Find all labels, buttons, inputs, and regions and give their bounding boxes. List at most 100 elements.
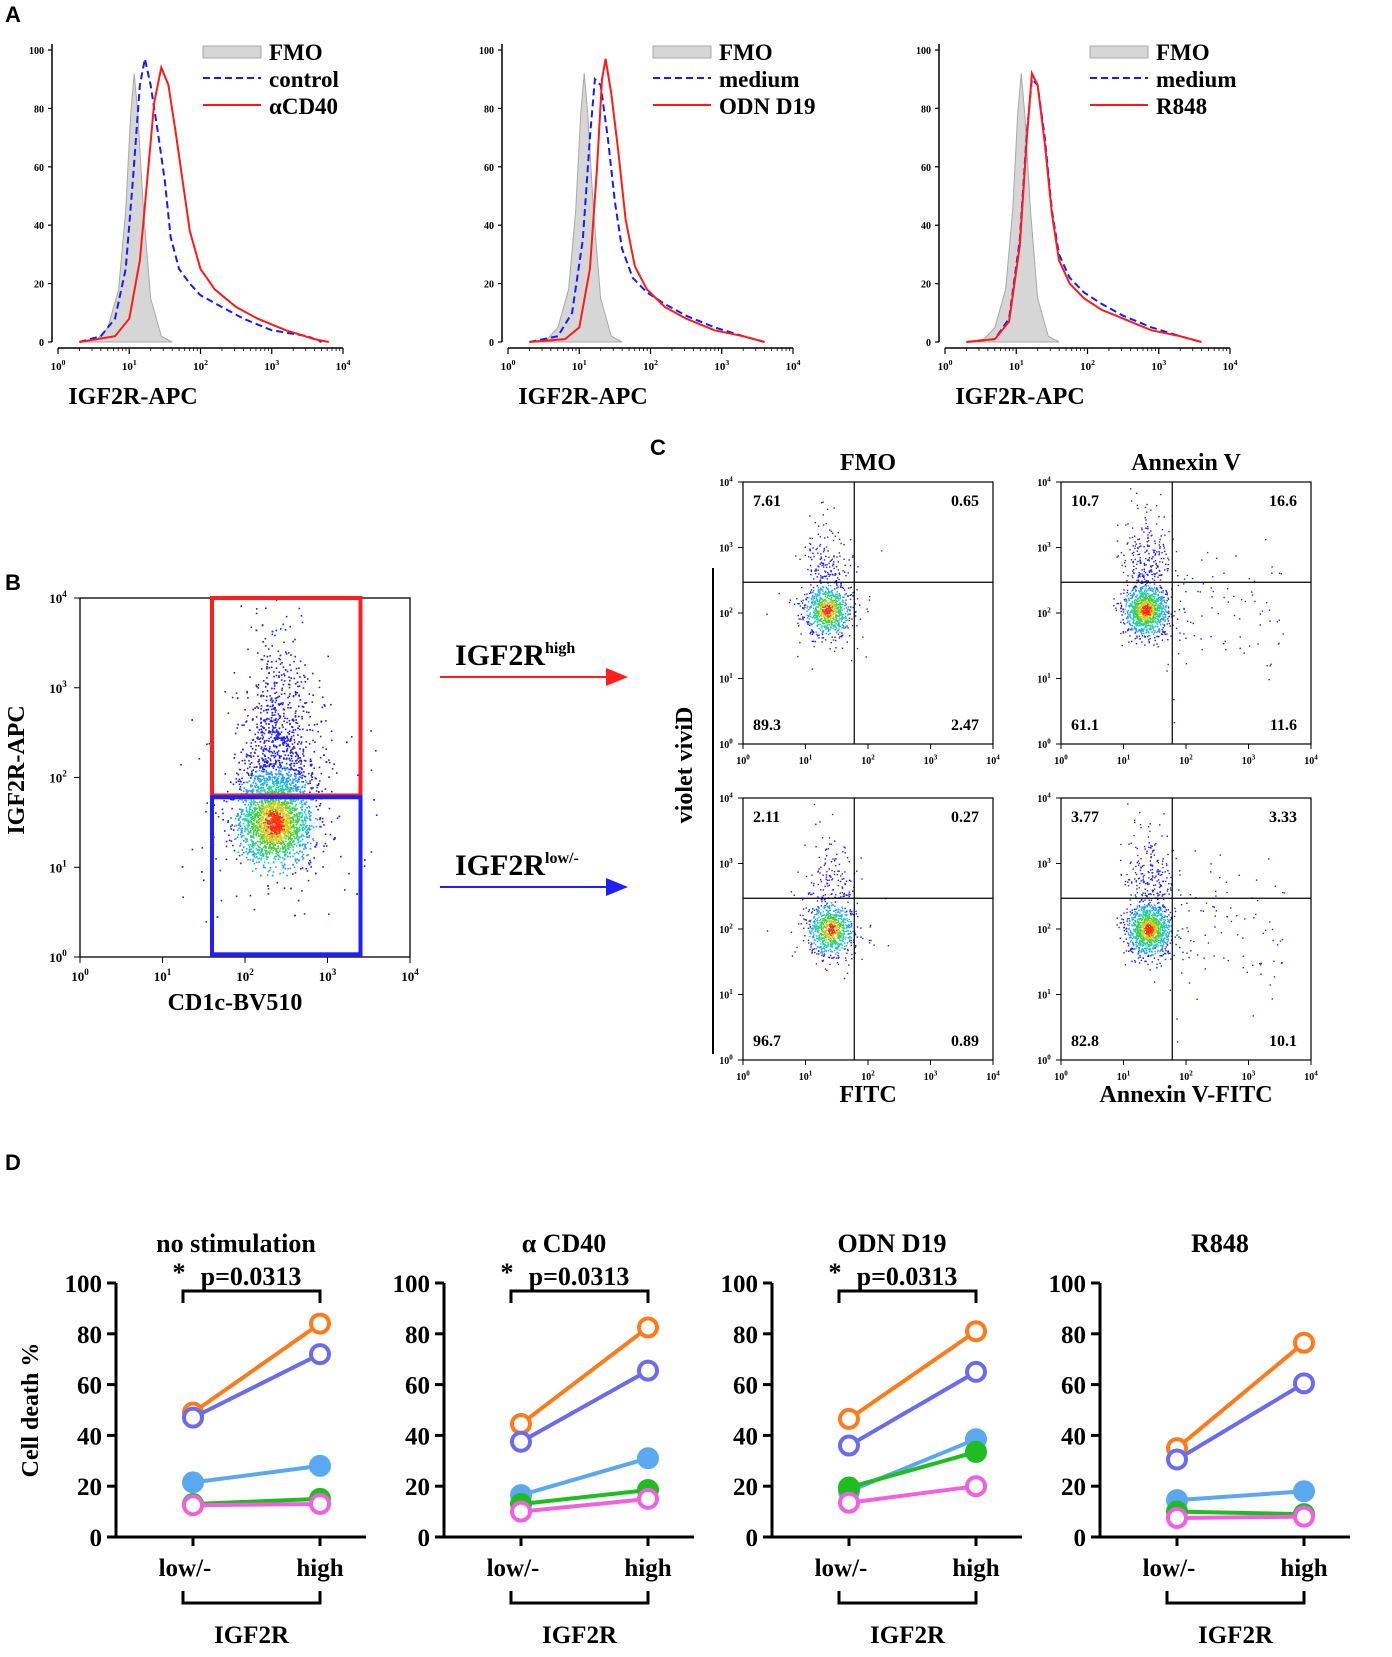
event-dot xyxy=(297,828,300,830)
event-dot xyxy=(1126,610,1128,612)
event-dot xyxy=(295,826,297,829)
event-dot xyxy=(304,843,307,846)
event-dot xyxy=(273,719,276,721)
event-dot xyxy=(266,829,269,831)
event-dot xyxy=(857,566,859,568)
event-dot xyxy=(268,823,271,825)
event-dot xyxy=(268,807,271,809)
event-dot xyxy=(275,674,278,677)
event-dot xyxy=(836,627,838,629)
event-dot xyxy=(830,559,833,562)
event-dot xyxy=(304,845,306,847)
event-dot xyxy=(254,707,256,709)
event-dot xyxy=(797,614,799,617)
event-dot xyxy=(811,537,813,540)
event-dot xyxy=(266,816,269,818)
event-dot xyxy=(264,686,267,688)
event-dot xyxy=(252,799,255,801)
event-dot xyxy=(808,618,811,620)
event-dot xyxy=(289,819,292,822)
event-dot xyxy=(838,617,841,619)
event-dot xyxy=(831,591,834,594)
event-dot xyxy=(269,699,272,702)
event-dot xyxy=(283,834,286,836)
event-dot xyxy=(265,827,267,830)
legend-label: FMO xyxy=(719,40,773,65)
event-dot xyxy=(841,609,844,611)
event-dot xyxy=(254,828,257,830)
event-dot xyxy=(282,808,284,811)
event-dot xyxy=(308,834,311,837)
event-dot xyxy=(829,610,832,612)
event-dot xyxy=(835,603,838,605)
event-dot xyxy=(241,799,243,801)
event-dot xyxy=(262,787,265,789)
event-dot xyxy=(272,707,275,710)
event-dot xyxy=(232,783,235,786)
event-dot xyxy=(284,820,286,822)
event-dot xyxy=(255,855,258,858)
x-tick-label: 101 xyxy=(122,358,137,373)
event-dot xyxy=(268,804,271,806)
event-dot xyxy=(819,623,822,626)
quadrant-ll-value: 89.3 xyxy=(753,717,781,734)
event-dot xyxy=(301,858,304,861)
event-dot xyxy=(823,606,825,609)
event-dot xyxy=(262,758,265,761)
event-dot xyxy=(845,592,847,595)
event-dot xyxy=(272,699,274,702)
event-dot xyxy=(819,606,822,609)
event-dot xyxy=(250,790,253,792)
event-dot xyxy=(832,599,834,602)
event-dot xyxy=(829,618,831,620)
event-dot xyxy=(257,826,259,828)
event-dot xyxy=(262,805,265,808)
event-dot xyxy=(797,622,799,625)
event-dot xyxy=(301,812,303,814)
event-dot xyxy=(260,851,262,853)
event-dot xyxy=(280,765,282,767)
event-dot xyxy=(251,844,253,847)
event-dot xyxy=(847,613,850,615)
event-dot xyxy=(238,783,241,786)
event-dot xyxy=(806,610,808,612)
event-dot xyxy=(248,807,251,810)
x-axis-label: CD1c-BV510 xyxy=(168,990,303,1016)
event-dot xyxy=(238,808,241,810)
event-dot xyxy=(288,826,290,829)
event-dot xyxy=(1147,595,1150,597)
event-dot xyxy=(1162,545,1165,547)
event-dot xyxy=(280,819,283,822)
event-dot xyxy=(299,757,301,759)
event-dot xyxy=(829,604,831,607)
event-dot xyxy=(268,844,271,846)
event-dot xyxy=(820,605,823,607)
event-dot xyxy=(304,816,306,818)
event-dot xyxy=(271,812,274,814)
event-dot xyxy=(297,715,300,718)
event-dot xyxy=(1133,565,1135,567)
event-dot xyxy=(813,590,815,592)
event-dot xyxy=(260,790,263,792)
event-dot xyxy=(262,855,265,857)
event-dot xyxy=(833,555,835,557)
event-dot xyxy=(827,584,830,587)
event-dot xyxy=(330,790,333,793)
event-dot xyxy=(305,825,308,828)
event-dot xyxy=(267,887,270,890)
event-dot xyxy=(822,610,824,613)
event-dot xyxy=(242,834,245,837)
legend-label: FMO xyxy=(269,40,323,65)
event-dot xyxy=(294,821,297,823)
event-dot xyxy=(273,808,275,810)
event-dot xyxy=(826,627,828,629)
event-dot xyxy=(294,832,296,834)
event-dot xyxy=(835,647,837,649)
event-dot xyxy=(828,591,831,593)
event-dot xyxy=(840,582,842,585)
event-dot xyxy=(236,815,238,817)
event-dot xyxy=(830,570,832,572)
event-dot xyxy=(254,810,256,812)
event-dot xyxy=(819,545,821,547)
event-dot xyxy=(271,739,274,742)
